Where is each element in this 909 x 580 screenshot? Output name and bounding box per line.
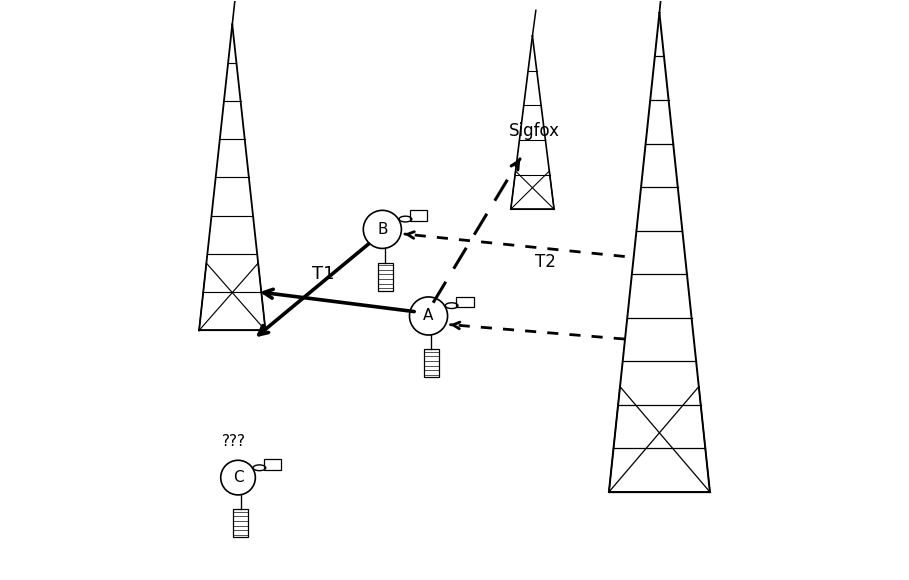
Text: ???: ??? (222, 434, 246, 450)
Bar (410, 211, 427, 221)
Text: T2: T2 (535, 253, 556, 271)
Text: T1: T1 (312, 265, 335, 283)
Text: A: A (424, 309, 434, 324)
Text: Sigfox: Sigfox (509, 122, 560, 140)
Text: C: C (233, 470, 244, 485)
Bar (456, 297, 474, 307)
Bar (424, 350, 439, 377)
Bar (378, 263, 393, 291)
Bar (233, 509, 248, 537)
Bar (264, 459, 281, 470)
Text: B: B (377, 222, 387, 237)
